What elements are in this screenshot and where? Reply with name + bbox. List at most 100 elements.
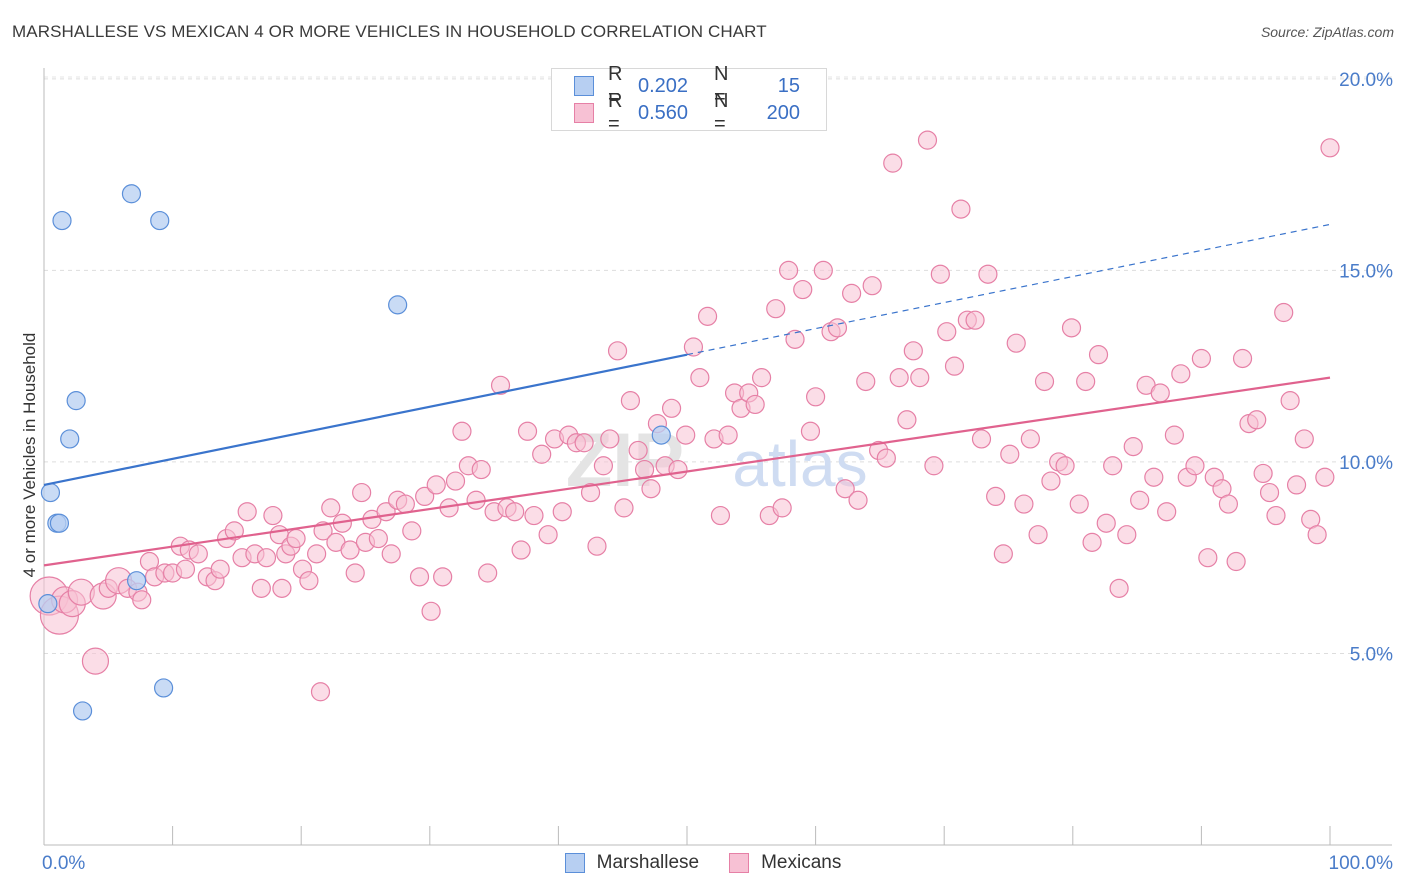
y-tick-label: 20.0% [1339,70,1393,91]
marshallese-point [40,482,61,503]
stats-legend: R = 0.202 N = 15 R = 0.560 N = 200 [551,63,827,135]
mexicans-point [433,567,453,587]
marshallese-point [52,210,72,231]
mexicans-point [856,371,876,392]
mexicans-point [310,682,331,702]
mexicans-point [478,563,498,583]
stats-row-marshallese: R = 0.202 N = 15 [574,63,800,108]
mexicans-swatch [729,853,750,873]
mexicans-point [1028,525,1048,545]
mexicans-point [587,536,607,556]
mexicans-point [813,260,833,280]
mexicans-point [395,494,415,514]
mexicans-point [1315,467,1335,487]
mexicans-point [924,456,944,476]
mexicans-point [263,505,283,526]
x-tick-label: 0.0% [42,853,85,874]
mexicans-point [1280,391,1300,411]
mexicans-swatch [574,103,594,123]
mexicans-trend-line [43,376,1331,567]
mexicans-point [930,264,950,284]
mexicans-point [778,260,799,280]
mexicans-point [505,502,525,522]
mexicans-point [614,498,634,518]
mexicans-point [889,368,909,388]
series-legend: Marshallese Mexicans [0,852,1406,874]
r-label: R = [608,63,623,108]
mexicans-point [1253,463,1273,484]
mexicans-point [903,341,923,361]
mexicans-point [421,601,441,621]
mexicans-point [452,421,472,441]
mexicans-point [132,590,152,610]
mexicans-point [1130,490,1150,510]
r-value: 0.202 [638,74,689,97]
mexicans-point [1061,318,1082,338]
n-value: 15 [777,74,800,97]
stats-row-mexicans: R = 0.560 N = 200 [574,90,800,135]
mexicans-point [1041,471,1061,491]
mexicans-point [607,341,628,361]
mexicans-point [1117,525,1137,545]
mexicans-point [993,544,1013,564]
mexicans-point [1294,429,1314,449]
marshallese-trend-extension [686,223,1331,356]
mexicans-point [272,578,292,598]
mexicans-point [402,521,422,541]
mexicans-point [445,471,466,491]
y-tick-label: 5.0% [1350,644,1393,665]
mexicans-point [1286,475,1307,495]
marshallese-trend-line [43,353,688,486]
mexicans-point [426,475,446,495]
mexicans-point [415,486,435,506]
legend-label-mexicans: Mexicans [761,852,842,873]
mexicans-point [876,448,896,468]
mexicans-point [299,571,319,591]
mexicans-point [511,540,531,560]
y-tick-label: 15.0% [1339,261,1393,282]
source-label: Source: ZipAtlas.com [1260,24,1394,40]
mexicans-point [848,490,868,510]
mexicans-point [620,391,641,411]
mexicans-point [1191,348,1212,369]
mexicans-point [368,528,388,549]
mexicans-point [286,528,306,549]
n-label: N = [714,90,729,135]
y-axis-label: 4 or more Vehicles in Household [20,332,39,578]
mexicans-point [683,337,704,357]
mexicans-point [690,368,710,388]
marshallese-point [153,678,174,698]
mexicans-point [1076,371,1096,392]
x-tick-label: 100.0% [1329,853,1394,874]
mexicans-point [1259,482,1280,503]
mexicans-point [1109,578,1129,598]
mexicans-point [1307,525,1327,545]
mexicans-point [188,544,208,564]
mexicans-point [1103,456,1123,476]
mexicans-point [1144,467,1164,487]
mexicans-point [1034,371,1055,392]
mexicans-point [81,647,110,675]
mexicans-point [745,394,765,415]
mexicans-point [986,486,1006,506]
mexicans-point [593,456,614,476]
mexicans-point [978,264,998,284]
marshallese-point [388,295,408,315]
mexicans-point [1247,410,1267,430]
mexicans-point [471,459,491,480]
mexicans-point [944,356,965,376]
r-value: 0.560 [638,101,689,124]
marshallese-point [66,391,86,411]
legend-item-marshallese[interactable]: Marshallese [564,852,699,874]
mexicans-point [1020,429,1040,449]
mexicans-point [1096,513,1116,533]
marshallese-swatch [564,853,585,873]
legend-item-mexicans[interactable]: Mexicans [729,852,841,874]
mexicans-point [1088,345,1109,365]
mexicans-point [237,502,257,522]
mexicans-point [600,429,620,449]
mexicans-point [697,306,718,326]
n-label: N = [714,63,729,108]
tick-labels: 5.0% 10.0% 15.0% 20.0% 0.0% 100.0% [42,70,1393,874]
mexicans-point [1226,551,1246,572]
